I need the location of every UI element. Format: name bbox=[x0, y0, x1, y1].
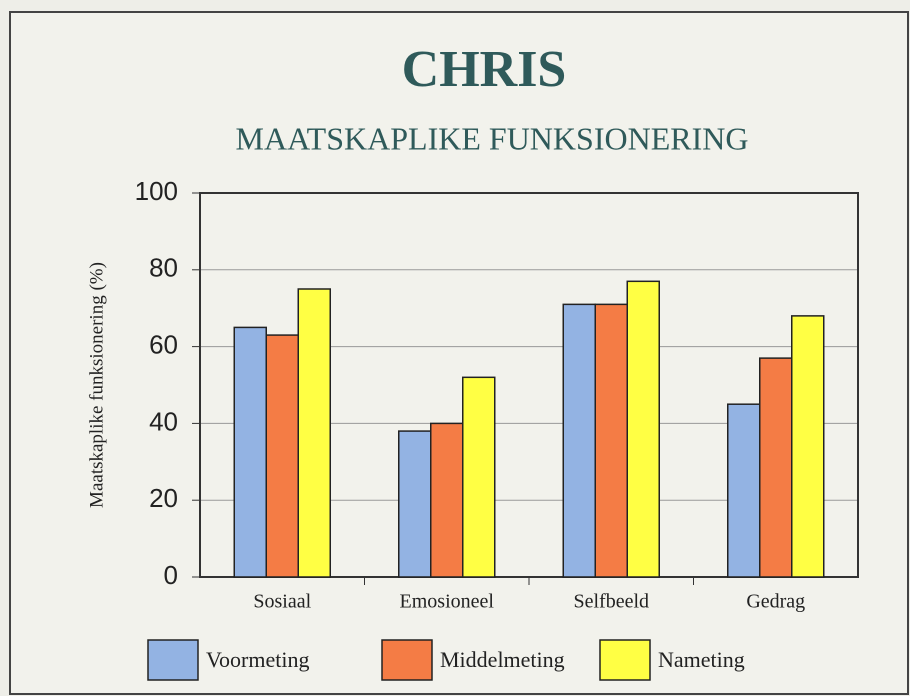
bar bbox=[594, 303, 628, 578]
bar bbox=[626, 280, 660, 578]
legend-label: Voormeting bbox=[206, 647, 309, 672]
x-tick-label: Selfbeeld bbox=[573, 591, 649, 613]
bar bbox=[430, 422, 464, 578]
bar bbox=[562, 303, 596, 578]
chart-title: CHRIS bbox=[402, 41, 567, 98]
bar bbox=[297, 288, 331, 578]
legend-swatch bbox=[599, 639, 651, 681]
bar bbox=[462, 376, 496, 578]
bar bbox=[791, 315, 825, 578]
y-tick-label: 40 bbox=[149, 406, 178, 436]
y-axis-label: Maatskaplike funksionering (%) bbox=[86, 262, 107, 508]
bar bbox=[233, 326, 267, 578]
chart-subtitle: MAATSKAPLIKE FUNKSIONERING bbox=[236, 120, 749, 156]
y-tick-label: 60 bbox=[149, 329, 178, 359]
y-tick-label: 0 bbox=[164, 560, 178, 590]
legend-label: Middelmeting bbox=[440, 647, 565, 672]
legend-swatch bbox=[381, 639, 433, 681]
y-tick-label: 20 bbox=[149, 483, 178, 513]
legend-label: Nameting bbox=[658, 647, 745, 672]
bar bbox=[265, 334, 299, 578]
legend-swatch bbox=[147, 639, 199, 681]
x-tick-label: Gedrag bbox=[746, 591, 805, 613]
y-tick-label: 100 bbox=[135, 176, 178, 206]
x-tick-label: Sosiaal bbox=[253, 591, 311, 613]
x-tick-label: Emosioneel bbox=[400, 591, 495, 613]
y-tick-label: 80 bbox=[149, 253, 178, 283]
bar bbox=[759, 357, 793, 578]
bar bbox=[398, 430, 432, 578]
bar bbox=[727, 403, 761, 578]
